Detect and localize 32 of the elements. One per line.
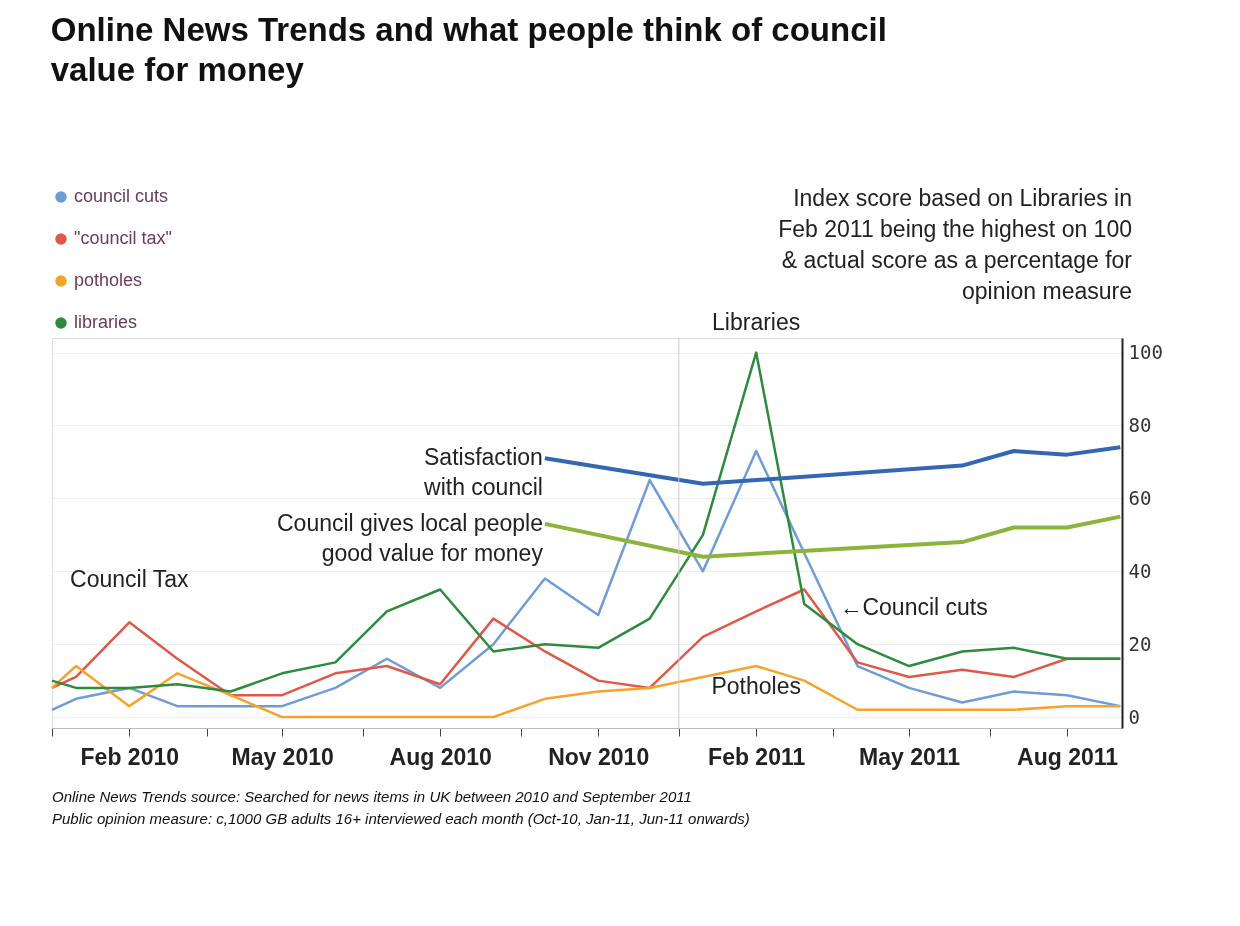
text: Online News Trends source: Searched for news items in UK between 2010 and September 2011 [52,788,692,805]
x-tick-label: Feb 2011 [708,743,806,770]
line-series [50,664,1122,719]
line-series [50,351,1122,693]
x-tick-label: Nov 2010 [548,743,650,770]
y-tick-label: 0 [1128,705,1140,728]
x-tick-label: May 2010 [231,743,334,770]
series-label: Satisfaction with council [423,444,543,501]
legend-label: council cuts [74,186,169,206]
series-label: Council gives local people good value for money [276,509,544,566]
y-tick-label: 60 [1128,486,1152,509]
legend-label: potholes [74,270,143,290]
annotation: Council Tax [70,566,190,593]
line-series [50,449,1122,712]
text: Public opinion measure: c,1000 GB adults 16+ interviewed each month (Oct-10, Jan-11, Jun-11 onwards) [52,810,750,827]
legend-label: "council tax" [74,228,172,248]
chart-subtitle: Index score based on Libraries in Feb 2011 being the highest on 100 & actual score as a percentage for opinion measure [778,185,1133,304]
annotation: ←Council cuts [839,593,988,620]
line-series [542,445,1123,486]
x-tick-label: Feb 2010 [80,743,180,770]
y-tick-label: 40 [1128,559,1152,582]
chart-title: Online News Trends and what people think of council value for money [50,11,887,88]
y-tick-label: 80 [1128,413,1152,436]
x-tick-label: Aug 2011 [1017,743,1119,770]
line-series [542,514,1123,559]
x-tick-label: May 2011 [859,743,961,770]
y-tick-label: 20 [1128,632,1152,655]
annotation: Potholes [711,673,801,700]
annotation: Libraries [712,308,801,335]
x-tick-label: Aug 2010 [389,743,492,770]
legend-label: libraries [74,312,138,332]
y-tick-label: 100 [1128,341,1163,364]
